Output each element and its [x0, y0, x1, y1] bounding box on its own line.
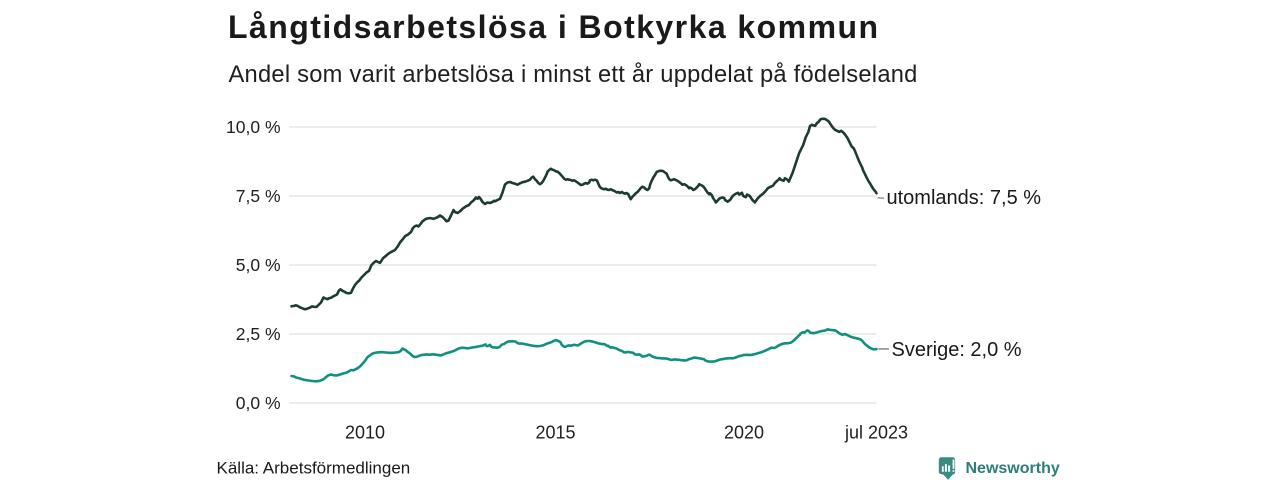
svg-text:0,0 %: 0,0 % [236, 393, 281, 413]
svg-text:2,5 %: 2,5 % [236, 324, 281, 344]
svg-text:Newsworthy: Newsworthy [966, 460, 1060, 477]
svg-text:2010: 2010 [345, 423, 385, 443]
svg-text:jul 2023: jul 2023 [844, 423, 908, 443]
svg-text:utomlands: 7,5 %: utomlands: 7,5 % [887, 187, 1042, 209]
svg-text:2015: 2015 [535, 423, 575, 443]
svg-text:Sverige: 2,0 %: Sverige: 2,0 % [892, 339, 1022, 361]
svg-text:2020: 2020 [724, 423, 764, 443]
svg-text:5,0 %: 5,0 % [236, 255, 281, 275]
svg-text:Långtidsarbetslösa i Botkyrka: Långtidsarbetslösa i Botkyrka kommun [228, 9, 879, 45]
svg-text:Andel som varit arbetslösa i m: Andel som varit arbetslösa i minst ett å… [229, 61, 918, 88]
svg-text:Källa: Arbetsförmedlingen: Källa: Arbetsförmedlingen [217, 459, 411, 478]
svg-text:10,0 %: 10,0 % [226, 117, 280, 137]
svg-text:7,5 %: 7,5 % [236, 186, 281, 206]
